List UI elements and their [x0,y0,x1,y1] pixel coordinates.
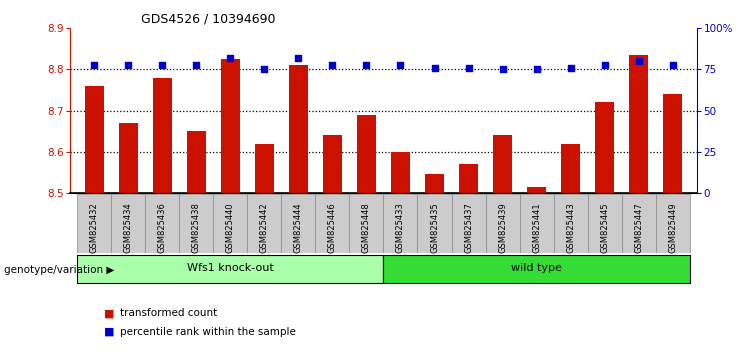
Point [156,62,168,67]
Bar [417,194,451,253]
Text: ■: ■ [104,327,114,337]
Bar [316,194,350,253]
Bar [561,144,580,193]
Point [428,65,440,71]
Text: GSM825440: GSM825440 [226,202,235,253]
Bar [425,175,444,193]
Bar [595,102,614,193]
Point [293,55,305,61]
Bar [77,255,384,283]
Bar [77,194,111,253]
Bar [459,164,478,193]
Text: GSM825433: GSM825433 [396,202,405,253]
Bar [622,194,656,253]
Bar [528,187,546,193]
Text: ■: ■ [104,308,114,318]
Bar [85,86,104,193]
Text: GSM825447: GSM825447 [634,202,643,253]
Bar [554,194,588,253]
Bar [111,194,145,253]
Bar [153,78,172,193]
Bar [289,65,308,193]
Point [394,62,406,67]
Text: GSM825446: GSM825446 [328,202,337,253]
Bar [663,94,682,193]
Text: GSM825432: GSM825432 [90,202,99,253]
Bar [187,131,206,193]
Text: GSM825448: GSM825448 [362,202,371,253]
Text: GSM825438: GSM825438 [192,202,201,253]
Point [88,62,100,67]
Bar [485,194,519,253]
Point [327,62,339,67]
Bar [247,194,282,253]
Point [496,67,508,72]
Bar [451,194,485,253]
Point [259,67,270,72]
Bar [588,194,622,253]
Bar [629,55,648,193]
Text: GSM825435: GSM825435 [430,202,439,253]
Text: GSM825449: GSM825449 [668,202,677,253]
Text: transformed count: transformed count [120,308,217,318]
Text: GSM825444: GSM825444 [294,202,303,253]
Bar [494,135,512,193]
Point [667,62,679,67]
Point [225,55,236,61]
Text: GDS4526 / 10394690: GDS4526 / 10394690 [141,12,276,25]
Bar [213,194,247,253]
Bar [119,123,138,193]
Text: wild type: wild type [511,263,562,273]
Bar [391,152,410,193]
Bar [357,115,376,193]
Bar [384,194,417,253]
Text: GSM825445: GSM825445 [600,202,609,253]
Point [462,65,474,71]
Bar [179,194,213,253]
Text: GSM825441: GSM825441 [532,202,541,253]
Bar [519,194,554,253]
Bar [255,144,273,193]
Bar [145,194,179,253]
Point [361,62,373,67]
Text: genotype/variation ▶: genotype/variation ▶ [4,265,114,275]
Point [633,58,645,64]
Bar [221,59,239,193]
Bar [350,194,384,253]
Text: Wfs1 knock-out: Wfs1 knock-out [187,263,273,273]
Text: GSM825442: GSM825442 [260,202,269,253]
Bar [384,255,690,283]
Text: GSM825436: GSM825436 [158,202,167,253]
Text: percentile rank within the sample: percentile rank within the sample [120,327,296,337]
Text: GSM825437: GSM825437 [464,202,473,253]
Text: GSM825439: GSM825439 [498,202,507,253]
Point [599,62,611,67]
Point [531,67,542,72]
Text: GSM825443: GSM825443 [566,202,575,253]
Bar [656,194,690,253]
Point [565,65,576,71]
Point [190,62,202,67]
Bar [282,194,316,253]
Text: GSM825434: GSM825434 [124,202,133,253]
Bar [323,135,342,193]
Point [122,62,134,67]
